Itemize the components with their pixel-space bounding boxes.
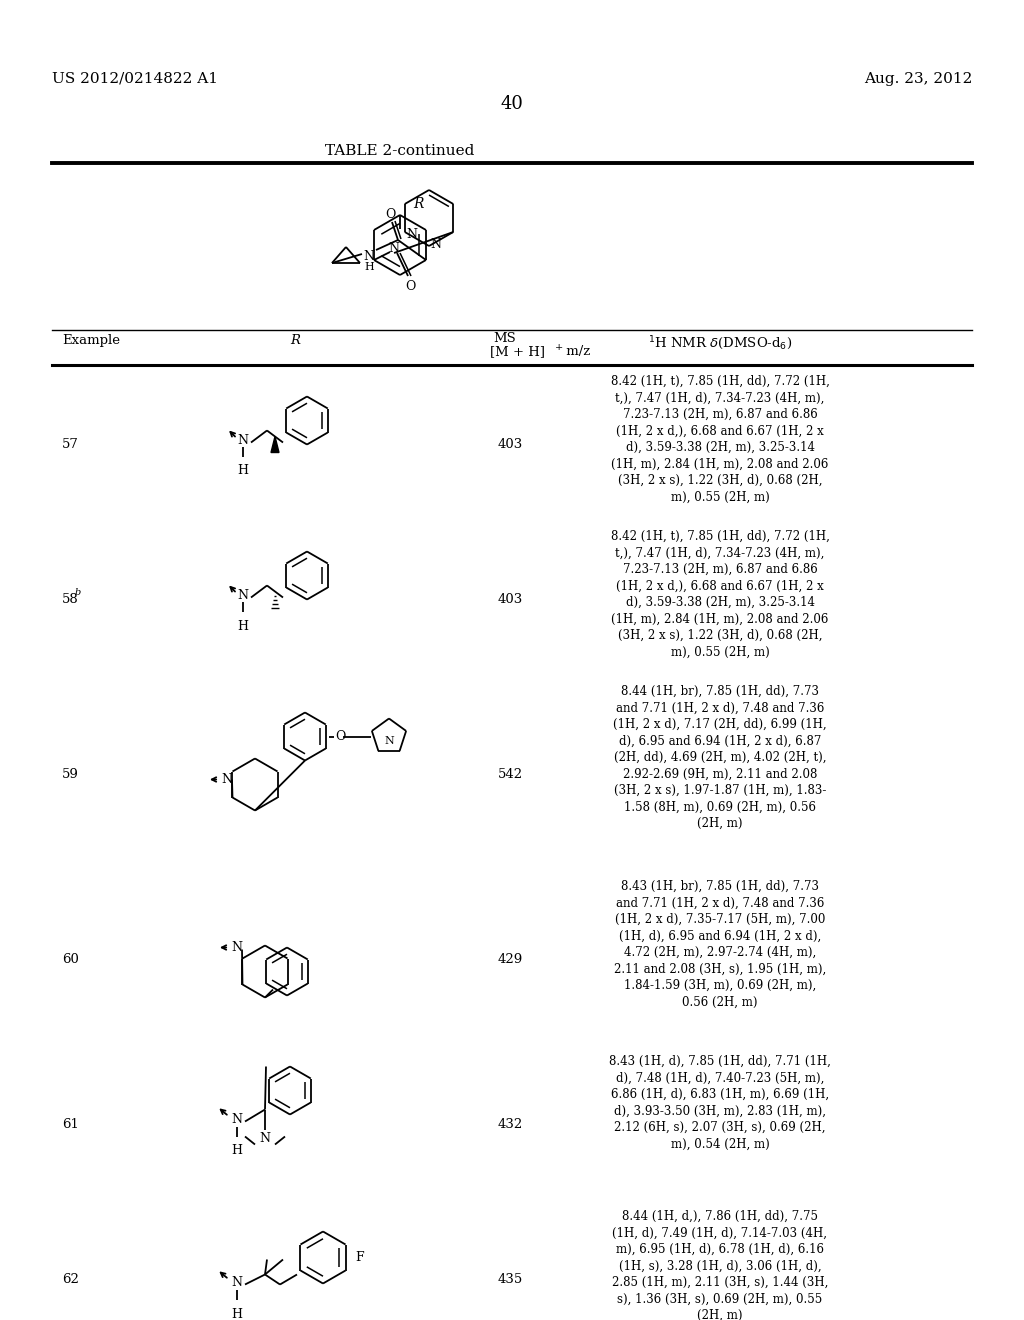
Text: 8.43 (1H, br), 7.85 (1H, dd), 7.73
and 7.71 (1H, 2 x d), 7.48 and 7.36
(1H, 2 x : 8.43 (1H, br), 7.85 (1H, dd), 7.73 and 7… xyxy=(613,880,826,1008)
Text: 57: 57 xyxy=(62,438,79,451)
Text: N: N xyxy=(231,1113,243,1126)
Text: H: H xyxy=(231,1308,243,1320)
Text: $^1$H NMR $\delta$(DMSO-d$_6$): $^1$H NMR $\delta$(DMSO-d$_6$) xyxy=(648,334,793,352)
Text: H: H xyxy=(238,619,249,632)
Text: N: N xyxy=(407,227,418,240)
Polygon shape xyxy=(271,437,279,453)
Text: N: N xyxy=(238,589,249,602)
Text: 60: 60 xyxy=(62,953,79,966)
Text: 61: 61 xyxy=(62,1118,79,1131)
Text: 8.44 (1H, br), 7.85 (1H, dd), 7.73
and 7.71 (1H, 2 x d), 7.48 and 7.36
(1H, 2 x : 8.44 (1H, br), 7.85 (1H, dd), 7.73 and 7… xyxy=(613,685,826,830)
Text: MS: MS xyxy=(494,333,516,345)
Text: N: N xyxy=(259,1133,270,1144)
Text: Example: Example xyxy=(62,334,120,347)
Text: O: O xyxy=(385,207,395,220)
Text: R: R xyxy=(290,334,300,347)
Text: O: O xyxy=(335,730,345,743)
Text: 435: 435 xyxy=(498,1272,522,1286)
Text: Aug. 23, 2012: Aug. 23, 2012 xyxy=(863,73,972,86)
Text: N: N xyxy=(238,434,249,447)
Text: 59: 59 xyxy=(62,768,79,781)
Text: N: N xyxy=(231,941,243,954)
Text: 62: 62 xyxy=(62,1272,79,1286)
Text: m/z: m/z xyxy=(562,345,590,358)
Text: N: N xyxy=(231,1276,243,1290)
Text: N: N xyxy=(384,735,394,746)
Text: N: N xyxy=(221,774,232,785)
Text: F: F xyxy=(355,1251,364,1265)
Text: TABLE 2-continued: TABLE 2-continued xyxy=(326,144,475,158)
Text: O: O xyxy=(404,280,415,293)
Text: +: + xyxy=(555,343,563,352)
Text: 8.44 (1H, d,), 7.86 (1H, dd), 7.75
(1H, d), 7.49 (1H, d), 7.14-7.03 (4H,
m), 6.9: 8.44 (1H, d,), 7.86 (1H, dd), 7.75 (1H, … xyxy=(611,1210,828,1320)
Text: 429: 429 xyxy=(498,953,522,966)
Text: [M + H]: [M + H] xyxy=(490,345,545,358)
Text: H: H xyxy=(231,1144,243,1158)
Text: 58: 58 xyxy=(62,593,79,606)
Text: R: R xyxy=(413,197,423,211)
Text: 8.42 (1H, t), 7.85 (1H, dd), 7.72 (1H,
t,), 7.47 (1H, d), 7.34-7.23 (4H, m),
7.2: 8.42 (1H, t), 7.85 (1H, dd), 7.72 (1H, t… xyxy=(610,531,829,659)
Text: N: N xyxy=(364,249,375,263)
Text: US 2012/0214822 A1: US 2012/0214822 A1 xyxy=(52,73,218,86)
Text: 8.42 (1H, t), 7.85 (1H, dd), 7.72 (1H,
t,), 7.47 (1H, d), 7.34-7.23 (4H, m),
7.2: 8.42 (1H, t), 7.85 (1H, dd), 7.72 (1H, t… xyxy=(610,375,829,503)
Text: N: N xyxy=(430,239,441,252)
Text: N: N xyxy=(388,242,399,255)
Text: 542: 542 xyxy=(498,768,522,781)
Text: 403: 403 xyxy=(498,593,522,606)
Text: H: H xyxy=(238,465,249,478)
Text: 8.43 (1H, d), 7.85 (1H, dd), 7.71 (1H,
d), 7.48 (1H, d), 7.40-7.23 (5H, m),
6.86: 8.43 (1H, d), 7.85 (1H, dd), 7.71 (1H, d… xyxy=(609,1055,830,1151)
Text: 403: 403 xyxy=(498,438,522,451)
Text: 432: 432 xyxy=(498,1118,522,1131)
Text: H: H xyxy=(365,261,374,272)
Text: b: b xyxy=(75,587,81,597)
Text: 40: 40 xyxy=(501,95,523,114)
